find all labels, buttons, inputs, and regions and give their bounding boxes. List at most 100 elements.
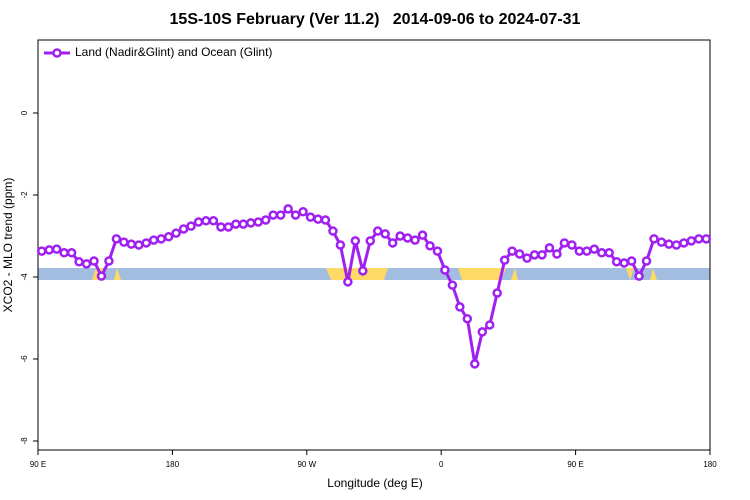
data-point — [537, 250, 547, 260]
data-point — [141, 238, 152, 248]
data-point — [641, 256, 652, 266]
legend-label: Land (Nadir&Glint) and Ocean (Glint) — [75, 45, 272, 59]
y-tick-label: -2 — [20, 191, 29, 199]
data-point — [671, 240, 682, 250]
data-point — [596, 248, 607, 258]
data-point — [522, 253, 532, 263]
data-point — [440, 265, 450, 275]
data-point — [148, 235, 159, 245]
data-point — [447, 280, 458, 290]
data-point — [275, 210, 286, 220]
data-point — [268, 210, 278, 220]
data-point — [343, 277, 353, 287]
data-point — [178, 224, 189, 234]
data-point — [701, 234, 712, 244]
data-point — [126, 239, 137, 249]
x-tick-label: 90 E — [567, 460, 583, 469]
data-point — [231, 219, 241, 229]
data-point — [679, 238, 689, 248]
data-point — [51, 244, 62, 254]
data-point — [96, 271, 107, 281]
data-point — [365, 236, 376, 246]
x-tick-label: 0 — [439, 460, 444, 469]
data-point — [36, 246, 47, 256]
y-tick-label: -8 — [20, 437, 29, 445]
data-point — [66, 248, 77, 258]
plot-frame — [37, 39, 711, 451]
x-axis-label: Longitude (deg E) — [327, 476, 422, 490]
data-point — [484, 320, 495, 330]
y-axis-label: XCO2 - MLO trend (ppm) — [1, 178, 15, 313]
data-point — [305, 212, 316, 222]
data-point — [686, 236, 697, 246]
data-point — [552, 249, 562, 259]
data-point — [619, 258, 629, 268]
data-point — [507, 246, 517, 256]
data-point — [626, 256, 637, 266]
surface-mask — [38, 268, 710, 280]
data-point — [432, 246, 443, 256]
data-point — [313, 214, 323, 224]
data-point — [425, 241, 435, 251]
data-point — [656, 237, 667, 247]
data-point — [477, 327, 488, 337]
y-tick-label: 0 — [20, 110, 29, 115]
x-tick-label: 180 — [166, 460, 180, 469]
data-point — [417, 230, 428, 240]
data-point — [664, 239, 674, 249]
y-tick-label: -6 — [20, 355, 29, 363]
data-point — [649, 234, 659, 244]
data-point — [186, 221, 196, 231]
data-point — [470, 359, 480, 369]
data-point — [372, 226, 383, 236]
data-point — [193, 217, 204, 227]
data-point — [455, 302, 465, 312]
data-point — [81, 259, 92, 269]
data-point — [223, 222, 234, 232]
chart-title: 15S-10S February (Ver 11.2) 2014-09-06 t… — [170, 11, 581, 28]
data-point — [89, 256, 99, 266]
data-point — [582, 246, 592, 256]
data-point — [529, 250, 540, 260]
data-point — [111, 234, 122, 244]
data-point — [694, 234, 704, 244]
x-tick-label: 90 E — [30, 460, 46, 469]
data-point — [395, 231, 405, 241]
data-point — [514, 249, 525, 259]
data-point — [604, 248, 614, 258]
data-point — [260, 215, 271, 225]
data-point — [589, 244, 600, 254]
data-point — [201, 216, 211, 226]
data-point — [298, 207, 308, 217]
data-point — [499, 255, 510, 265]
data-point — [634, 271, 644, 281]
data-point — [163, 232, 174, 242]
data-point — [208, 216, 219, 226]
data-point — [104, 256, 114, 266]
data-point — [328, 226, 338, 236]
x-tick-label: 180 — [703, 460, 717, 469]
data-point — [171, 228, 181, 238]
data-point — [492, 288, 502, 298]
data-point — [320, 215, 331, 225]
data-point — [253, 217, 264, 227]
data-point — [283, 204, 293, 214]
data-point — [462, 314, 473, 324]
data-point — [246, 218, 256, 228]
data-point — [119, 237, 129, 247]
data-point — [44, 245, 54, 255]
data-point — [544, 243, 555, 253]
data-point — [410, 235, 420, 245]
y-tick-label: -4 — [20, 273, 29, 281]
data-point — [156, 234, 166, 244]
data-point — [335, 240, 346, 250]
data-point — [216, 222, 226, 232]
data-point — [290, 210, 301, 220]
data-point — [574, 246, 585, 256]
data-point — [380, 229, 390, 239]
legend-marker — [52, 48, 62, 58]
data-point — [559, 238, 570, 248]
data-point — [387, 238, 398, 248]
data-point — [238, 219, 249, 229]
